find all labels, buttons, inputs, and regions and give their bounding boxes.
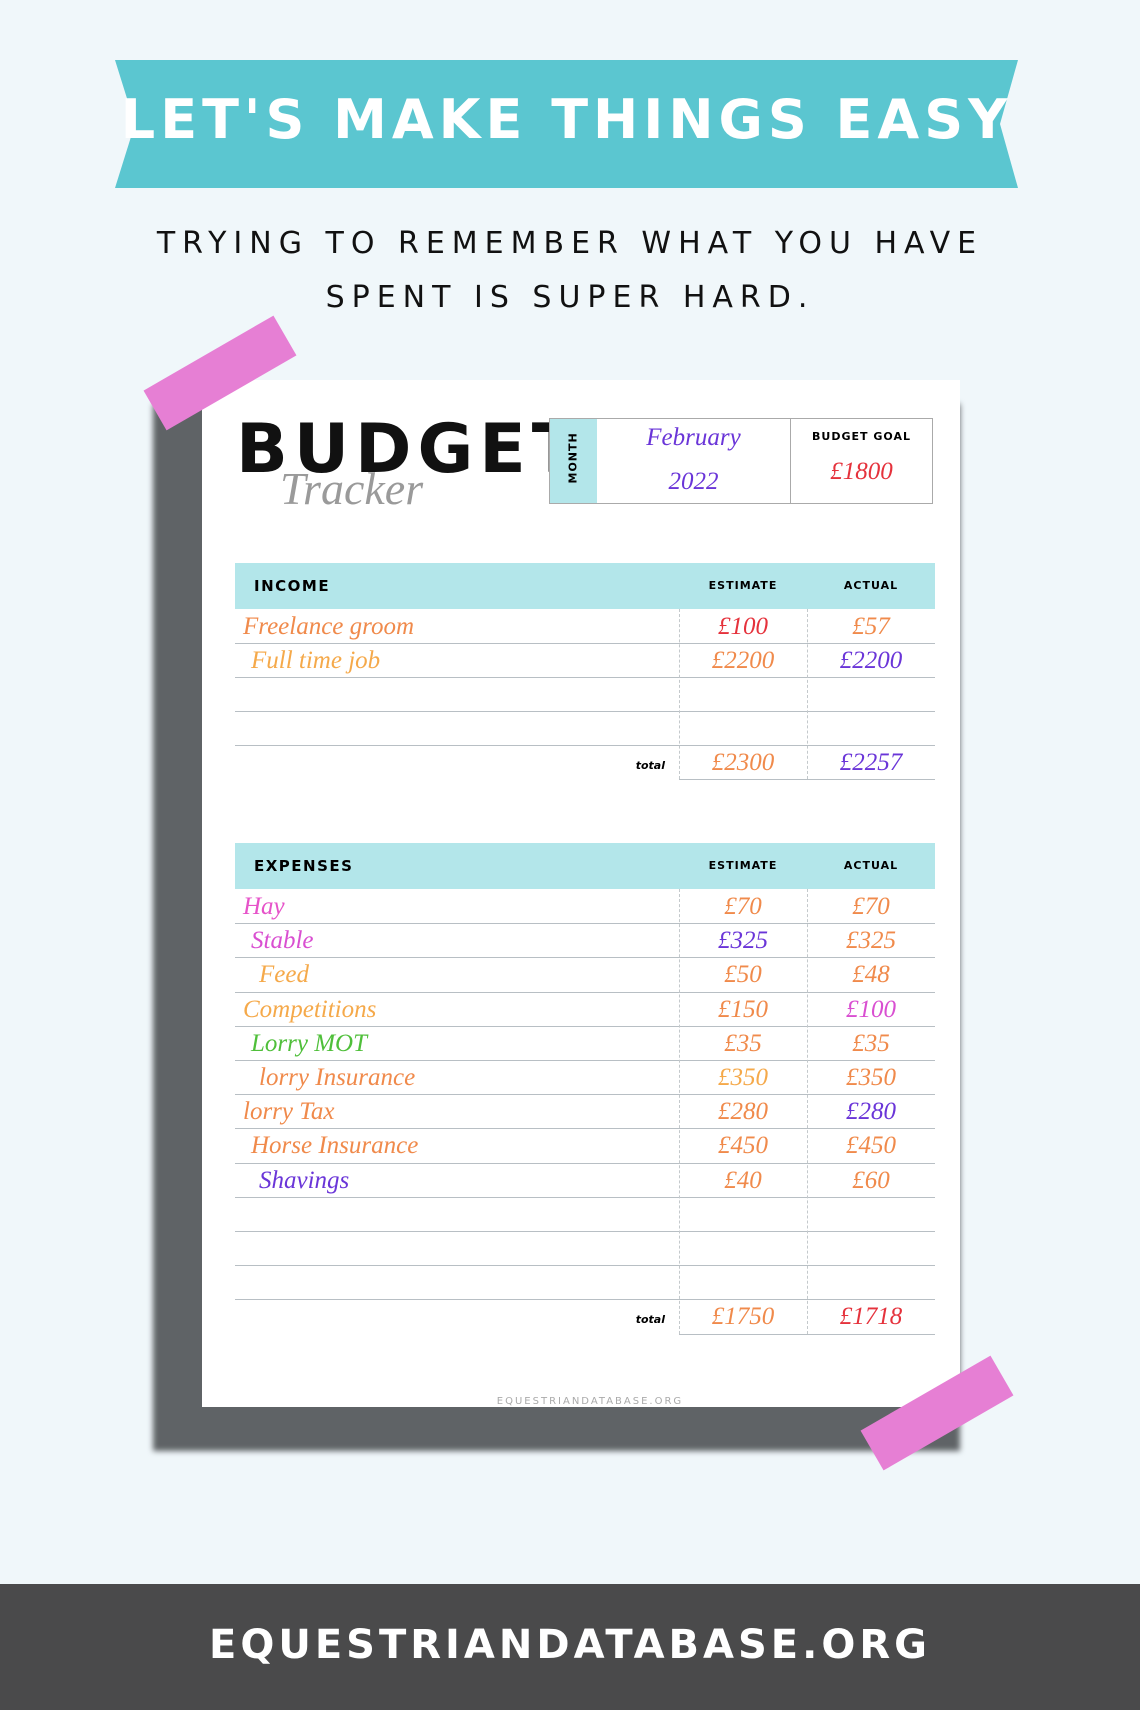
row-item: Stable <box>251 927 314 955</box>
row-actual: £57 <box>852 613 890 640</box>
row-estimate: £35 <box>724 1029 762 1057</box>
total-label: total <box>635 1313 665 1327</box>
row-estimate: £100 <box>718 613 768 640</box>
row-item: Shavings <box>259 1166 350 1194</box>
row-line <box>679 779 935 780</box>
column-line <box>679 889 680 1334</box>
row-actual: £100 <box>846 995 896 1023</box>
row-actual: £60 <box>852 1166 890 1194</box>
row-estimate: £40 <box>724 1166 762 1194</box>
row-estimate: £2200 <box>711 647 775 674</box>
row-estimate: £350 <box>718 1064 768 1091</box>
row-estimate: £450 <box>718 1132 768 1160</box>
header-label: ESTIMATE <box>708 859 778 872</box>
row-actual: £2200 <box>839 647 903 674</box>
paper-footer: EQUESTRIANDATABASE.ORG <box>496 1396 684 1407</box>
footer-site: EQUESTRIANDATABASE.ORG <box>209 1622 931 1668</box>
month-box <box>549 418 933 504</box>
total-label: total <box>635 759 665 772</box>
row-actual: £35 <box>852 1029 890 1057</box>
section-header <box>235 843 935 889</box>
row-line <box>235 643 935 644</box>
total-actual: £2257 <box>839 749 903 776</box>
row-line <box>235 1265 935 1267</box>
tracker-script: Tracker <box>280 463 424 514</box>
row-item: Freelance groom <box>243 613 415 640</box>
month-label: MONTH <box>566 432 580 484</box>
row-line <box>235 1162 935 1164</box>
footer-bar <box>0 1584 1140 1710</box>
row-item: lorry Tax <box>243 1098 335 1126</box>
total-estimate: £1750 <box>711 1303 775 1331</box>
row-line <box>235 745 935 746</box>
row-line <box>235 677 935 678</box>
tracker-title: BUDGET <box>236 410 585 489</box>
row-estimate: £150 <box>718 995 768 1023</box>
row-estimate: £50 <box>724 961 762 989</box>
row-actual: £48 <box>852 961 890 989</box>
row-line <box>235 1231 935 1232</box>
row-line <box>235 1299 935 1301</box>
row-item: lorry Insurance <box>259 1064 416 1091</box>
goal: £1800 <box>830 458 893 485</box>
header-label: ESTIMATE <box>708 579 778 592</box>
header-label: ACTUAL <box>843 579 899 592</box>
header-label: ACTUAL <box>843 859 899 872</box>
column-line <box>807 609 808 779</box>
row-item: Lorry MOT <box>251 1029 367 1057</box>
row-actual: £350 <box>846 1064 896 1091</box>
row-item: Horse Insurance <box>251 1132 419 1160</box>
row-actual: £70 <box>852 893 890 920</box>
row-line <box>235 1196 935 1198</box>
subtitle-line: TRYING TO REMEMBER WHAT YOU HAVE <box>156 226 984 261</box>
banner-ribbon <box>115 60 1018 188</box>
row-actual: £280 <box>846 1098 896 1126</box>
column-line <box>807 889 808 1334</box>
row-item: Competitions <box>243 995 377 1023</box>
row-line <box>235 923 935 925</box>
row-line <box>235 1128 935 1130</box>
row-line <box>235 1094 935 1096</box>
goal-label: BUDGET GOAL <box>812 430 911 443</box>
row-item: Full time job <box>251 647 381 674</box>
row-estimate: £325 <box>718 927 768 955</box>
row-actual: £450 <box>846 1132 896 1160</box>
total-estimate: £2300 <box>711 749 775 776</box>
subtitle-line: SPENT IS SUPER HARD. <box>325 280 815 315</box>
row-line <box>235 991 935 993</box>
year: 2022 <box>668 468 719 495</box>
total-actual: £1718 <box>839 1303 903 1331</box>
row-line <box>679 1333 935 1335</box>
row-line <box>235 957 935 959</box>
header-label: EXPENSES <box>254 857 354 875</box>
row-line <box>235 1060 935 1061</box>
row-estimate: £280 <box>718 1098 768 1126</box>
section-header <box>235 563 935 609</box>
banner-title: LET'S MAKE THINGS EASY <box>120 88 1013 151</box>
paper <box>202 380 960 1407</box>
row-item: Feed <box>259 961 309 989</box>
row-line <box>235 711 935 712</box>
row-line <box>235 1025 935 1027</box>
row-estimate: £70 <box>724 893 762 920</box>
month-strip <box>550 419 597 503</box>
month: February <box>646 424 741 451</box>
column-line <box>679 609 680 779</box>
row-item: Hay <box>243 893 285 920</box>
header-label: INCOME <box>254 577 331 595</box>
row-actual: £325 <box>846 927 896 955</box>
divider <box>790 418 791 504</box>
